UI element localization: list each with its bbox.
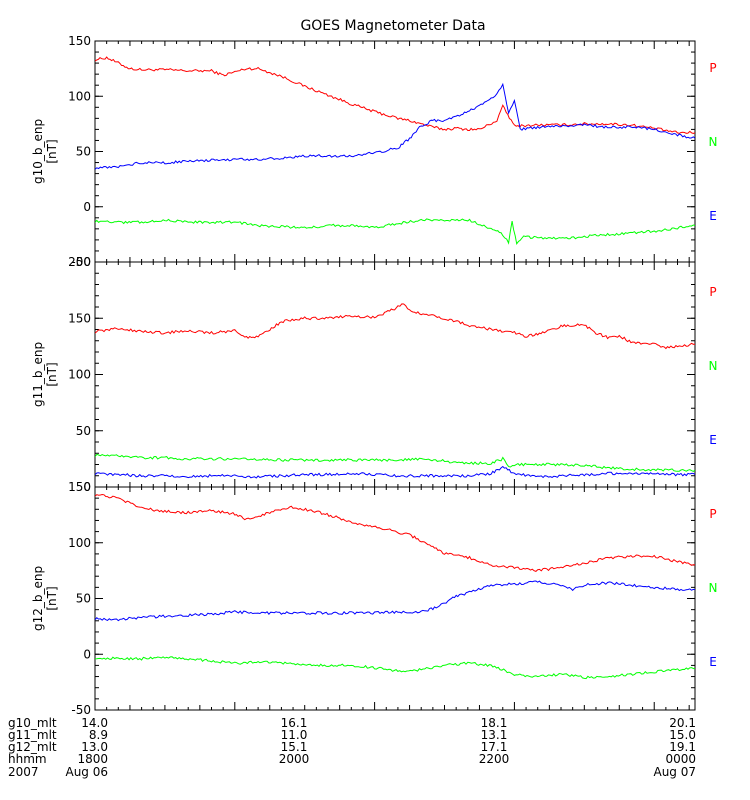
legend-P: P bbox=[709, 507, 716, 521]
y-tick-label: -50 bbox=[71, 703, 91, 717]
x-row-label: g10_mlt bbox=[8, 716, 57, 730]
y-tick-label: 50 bbox=[76, 592, 91, 606]
y-tick-label: 100 bbox=[68, 536, 91, 550]
x-row-value: 11.0 bbox=[281, 728, 308, 742]
x-row-value: Aug 07 bbox=[653, 765, 696, 779]
panel-frame bbox=[94, 40, 696, 263]
series-line-P bbox=[95, 303, 695, 350]
legend-P: P bbox=[709, 61, 716, 75]
legend-N: N bbox=[709, 359, 718, 373]
series-line-N bbox=[95, 82, 695, 170]
x-row-value: Aug 06 bbox=[65, 765, 108, 779]
x-row-value: 2000 bbox=[279, 752, 310, 766]
x-row-value: 17.1 bbox=[481, 740, 508, 754]
x-row-label: hhmm bbox=[8, 752, 47, 766]
panel-3: -50 0 50 100 150 g12_b_enp [nT] P N E bbox=[31, 480, 717, 717]
panel-frame bbox=[94, 261, 696, 488]
y-tick-label: 200 bbox=[68, 255, 91, 269]
x-row-label: g11_mlt bbox=[8, 728, 57, 742]
x-axis-rows: g10_mlt 14.0 16.1 18.1 20.1 g11_mlt 8.9 11.0 13.… bbox=[8, 716, 696, 779]
series-line-N bbox=[95, 580, 695, 622]
legend-E: E bbox=[709, 209, 717, 223]
y-tick-label: 0 bbox=[83, 647, 91, 661]
y-tick-label: 150 bbox=[68, 34, 91, 48]
x-row-value: 20.1 bbox=[669, 716, 696, 730]
y-axis-unit: [nT] bbox=[45, 362, 59, 386]
y-tick-label: 100 bbox=[68, 89, 91, 103]
legend-N: N bbox=[709, 581, 718, 595]
series-line-P bbox=[95, 56, 695, 135]
x-row-value: 18.1 bbox=[481, 716, 508, 730]
y-tick-label: 0 bbox=[83, 200, 91, 214]
y-axis-unit: [nT] bbox=[45, 586, 59, 610]
series-line-N bbox=[95, 465, 695, 479]
x-row-value: 16.1 bbox=[281, 716, 308, 730]
series-line-E bbox=[95, 218, 695, 246]
legend-P: P bbox=[709, 285, 716, 299]
series-line-E bbox=[95, 656, 695, 680]
panel-frame bbox=[94, 486, 696, 711]
x-row-value: 8.9 bbox=[89, 728, 108, 742]
y-tick-label: 150 bbox=[68, 480, 91, 494]
legend-E: E bbox=[709, 433, 717, 447]
series-line-E bbox=[95, 453, 695, 472]
panel-1: -50 0 50 100 150 g10_b_enp [nT] P N E bbox=[31, 34, 717, 269]
y-tick-label: -50 bbox=[71, 255, 91, 269]
x-row-value: 14.0 bbox=[81, 716, 108, 730]
x-row-label: 2007 bbox=[8, 765, 39, 779]
x-row-value: 19.1 bbox=[669, 740, 696, 754]
y-axis-label: g11_b_enp bbox=[31, 342, 45, 407]
x-row-value: 2200 bbox=[479, 752, 510, 766]
chart-title: GOES Magnetometer Data bbox=[300, 18, 485, 34]
x-row-value: 13.1 bbox=[481, 728, 508, 742]
panel-2: 0 50 100 150 200 g11_b_enp [nT] P N E bbox=[31, 255, 717, 494]
y-tick-label: 0 bbox=[83, 480, 91, 494]
y-axis-unit: [nT] bbox=[45, 139, 59, 163]
x-row-value: 15.1 bbox=[281, 740, 308, 754]
x-row-value: 1800 bbox=[77, 752, 108, 766]
series-line-P bbox=[95, 493, 695, 572]
y-tick-label: 150 bbox=[68, 311, 91, 325]
x-row-label: g12_mlt bbox=[8, 740, 57, 754]
y-tick-label: 100 bbox=[68, 368, 91, 382]
legend-E: E bbox=[709, 655, 717, 669]
y-axis-label: g12_b_enp bbox=[31, 566, 45, 631]
y-tick-label: 50 bbox=[76, 145, 91, 159]
x-row-value: 15.0 bbox=[669, 728, 696, 742]
y-tick-label: 50 bbox=[76, 424, 91, 438]
legend-N: N bbox=[709, 135, 718, 149]
x-row-value: 0000 bbox=[665, 752, 696, 766]
x-row-value: 13.0 bbox=[81, 740, 108, 754]
y-axis-label: g10_b_enp bbox=[31, 119, 45, 184]
